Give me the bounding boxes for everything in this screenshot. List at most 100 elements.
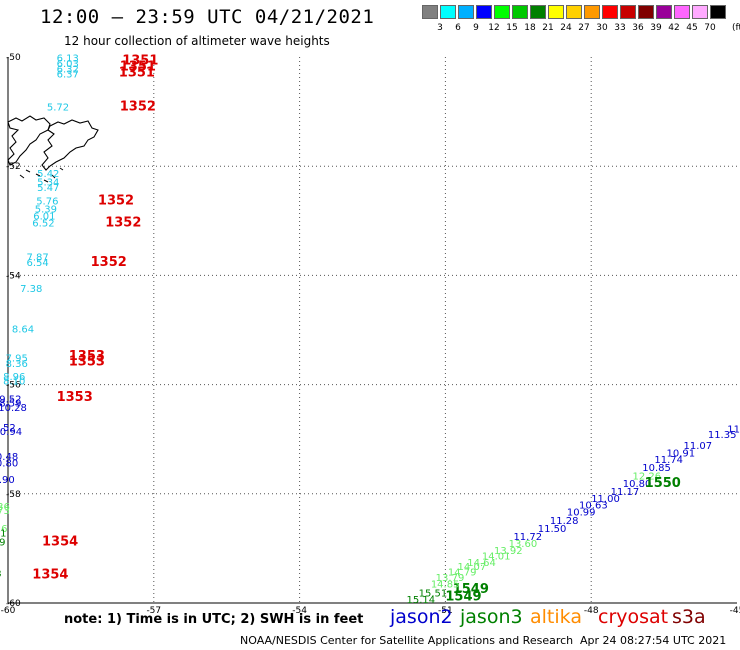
wave-height-value: 10.28 (0, 403, 27, 414)
scale-swatch (620, 5, 636, 19)
scale-label: 18 (524, 23, 536, 33)
y-tick-label: -60 (6, 599, 21, 609)
x-tick-label: -60 (1, 606, 16, 616)
pass-time-label: 1352 (98, 193, 134, 208)
scale-swatch (494, 5, 510, 19)
scale-swatch (476, 5, 492, 19)
wave-height-value: 6.03 (57, 59, 79, 70)
pass-time-label: 1549 (453, 582, 489, 597)
wave-height-value: 6.01 (33, 212, 55, 223)
wave-height-value: 16.31 (0, 528, 7, 539)
wave-height-value: 12.36 (0, 502, 10, 513)
wave-height-value: 14.64 (467, 558, 496, 569)
wave-height-value: 5.47 (37, 183, 59, 194)
wave-height-value: 15.14 (407, 595, 436, 606)
wave-height-value: 9.52 (0, 423, 16, 434)
wave-height-value: 18.23 (0, 569, 2, 580)
wave-height-value: 7.38 (20, 284, 42, 295)
wave-height-value: 13.79 (436, 573, 465, 584)
scale-swatch (710, 5, 726, 19)
wave-height-value: 7.95 (6, 354, 28, 365)
wave-height-value: 5.39 (35, 205, 57, 216)
x-tick-label: -45 (730, 606, 740, 616)
wave-height-value: 6.52 (32, 218, 54, 229)
scale-swatch (692, 5, 708, 19)
wave-height-value: 8.36 (6, 359, 28, 370)
wave-height-value: 15.75 (0, 581, 1, 592)
coastline-islets (19, 167, 64, 183)
wave-height-value: 14.07 (458, 562, 487, 573)
wave-height-value: 10.85 (642, 463, 671, 474)
scale-label: 30 (596, 23, 608, 33)
wave-height-value: 10.80 (623, 479, 652, 490)
wave-height-value: 10.99 (567, 508, 596, 519)
legend-s3a: s3a (672, 606, 706, 628)
wave-height-value: 5.72 (47, 103, 69, 114)
wave-height-value: 11.35 (708, 430, 737, 441)
wave-height-value: 14.79 (448, 568, 477, 579)
coastline-west-falkland (7, 115, 51, 166)
x-tick-label: -54 (292, 606, 307, 616)
scale-unit: (ft) (732, 23, 740, 33)
wave-height-value: 14.26 (0, 524, 7, 535)
pass-time-label: 1352 (120, 100, 156, 115)
pass-time-label: 1549 (445, 589, 481, 604)
wave-height-value: 10.94 (0, 427, 22, 438)
wave-height-value: 13.73 (0, 506, 10, 517)
scale-swatch (656, 5, 672, 19)
scale-swatch (584, 5, 600, 19)
y-tick-label: -52 (6, 162, 21, 172)
x-tick-label: -51 (438, 606, 453, 616)
scale-label: 6 (455, 23, 461, 33)
scale-swatch (548, 5, 564, 19)
x-tick-label: -57 (146, 606, 161, 616)
wave-height-value: 10.80 (0, 459, 18, 470)
coastline-east-falkland (41, 119, 99, 171)
y-tick-label: -56 (6, 381, 21, 391)
falkland-islands-coastline (7, 115, 99, 183)
pass-time-label: 1354 (32, 567, 68, 582)
pass-time-label: 1353 (69, 349, 105, 364)
scale-label: 9 (473, 23, 479, 33)
page-subtitle: 12 hour collection of altimeter wave hei… (64, 34, 330, 48)
scale-swatch (512, 5, 528, 19)
pass-time-label: 1351 (120, 60, 156, 75)
wave-height-value: 13.92 (494, 546, 523, 557)
legend-altika: altika (530, 606, 582, 628)
map-grid: -60 -57 -54 -51 -48 -45 -50 -52 -54 -56 -58 -60 (1, 53, 740, 616)
scale-swatch (458, 5, 474, 19)
units-note: note: 1) Time is in UTC; 2) SWH is in fe… (64, 612, 364, 627)
pass-time-label: 1351 (119, 66, 155, 81)
wave-height-value: 6.54 (26, 258, 48, 269)
legend-cryosat: cryosat (598, 606, 669, 628)
y-tick-label: -58 (6, 490, 21, 500)
wave-height-value: 11.00 (591, 494, 620, 505)
footer-credit: NOAA/NESDIS Center for Satellite Applica… (240, 634, 574, 647)
footer-timestamp: Apr 24 08:27:54 UTC 2021 (580, 634, 727, 647)
wave-height-value: 16.09 (0, 538, 6, 549)
wave-height-value: 8.64 (12, 325, 34, 336)
wave-height-value: 9.52 (0, 395, 22, 406)
scale-label: 36 (632, 23, 644, 33)
y-tick-label: -50 (6, 53, 21, 63)
wave-height-value: 11.74 (654, 455, 683, 466)
wave-height-value: 14.01 (482, 551, 511, 562)
legend-jason2: jason2 (390, 606, 453, 628)
wave-height-value: 7.87 (26, 253, 48, 264)
scale-label: 3 (437, 23, 443, 33)
pass-time-label: 1352 (91, 255, 127, 270)
scale-label: 15 (506, 23, 518, 33)
wave-height-value: 12.26 (633, 472, 662, 483)
wave-height-value: 8.96 (3, 372, 25, 383)
wave-height-value: 8.59 (0, 398, 22, 409)
wave-height-value: 8.10 (3, 377, 25, 388)
x-tick-label: -48 (584, 606, 599, 616)
wave-height-value: 10.48 (0, 452, 18, 463)
page-title: 12:00 — 23:59 UTC 04/21/2021 (40, 6, 375, 28)
wave-height-value: 10.63 (579, 501, 608, 512)
wave-height-value: 16.97 (0, 573, 2, 584)
scale-label: 39 (650, 23, 662, 33)
pass-time-label: 1354 (42, 535, 78, 550)
